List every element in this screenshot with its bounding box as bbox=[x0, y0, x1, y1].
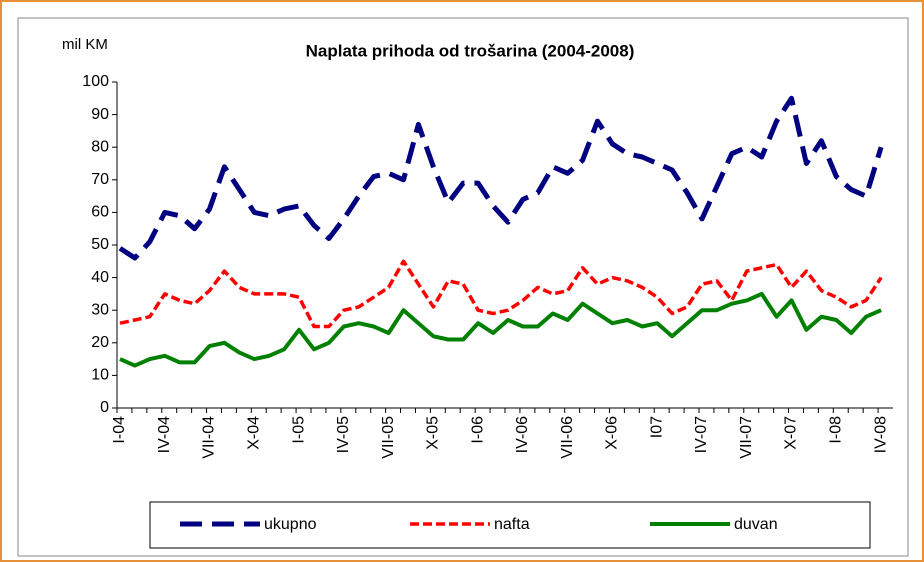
y-tick-label: 70 bbox=[91, 171, 109, 188]
legend-label: nafta bbox=[494, 516, 530, 533]
chart-title: Naplata prihoda od trošarina (2004-2008) bbox=[306, 41, 635, 60]
y-tick-label: 10 bbox=[91, 367, 109, 384]
legend-label: ukupno bbox=[264, 516, 317, 533]
x-tick-label: VII-07 bbox=[738, 416, 755, 459]
x-tick-label: VII-05 bbox=[380, 416, 397, 459]
series-line bbox=[118, 95, 884, 261]
y-tick-label: 20 bbox=[91, 334, 109, 351]
x-tick-label: X-05 bbox=[425, 416, 442, 450]
x-tick-label: I-05 bbox=[290, 416, 307, 444]
y-tick-label: 60 bbox=[91, 204, 109, 221]
y-tick-label: 40 bbox=[91, 269, 109, 286]
y-tick-label: 50 bbox=[91, 236, 109, 253]
x-tick-label: X-06 bbox=[604, 416, 621, 450]
y-tick-label: 30 bbox=[91, 301, 109, 318]
x-tick-label: IV-08 bbox=[872, 416, 889, 453]
x-tick-label: I-06 bbox=[469, 416, 486, 444]
x-tick-label: IV-07 bbox=[693, 416, 710, 453]
x-tick-label: I-08 bbox=[828, 416, 845, 444]
y-tick-label: 100 bbox=[82, 73, 109, 90]
series-line bbox=[119, 259, 883, 329]
x-tick-label: X-04 bbox=[246, 416, 263, 450]
x-tick-label: IV-05 bbox=[335, 416, 352, 453]
x-tick-label: IV-04 bbox=[156, 416, 173, 453]
y-tick-label: 90 bbox=[91, 106, 109, 123]
x-tick-label: I-04 bbox=[111, 416, 128, 444]
x-tick-label: VII-06 bbox=[559, 416, 576, 459]
y-tick-label: 80 bbox=[91, 138, 109, 155]
y-axis-label: mil KM bbox=[62, 36, 108, 53]
x-tick-label: VII-04 bbox=[201, 416, 218, 459]
x-tick-label: X-07 bbox=[783, 416, 800, 450]
legend-box bbox=[149, 501, 871, 549]
y-tick-label: 0 bbox=[100, 399, 109, 416]
series-line bbox=[119, 291, 882, 368]
x-tick-label: IV-06 bbox=[514, 416, 531, 453]
x-tick-label: I07 bbox=[648, 416, 665, 438]
legend-label: duvan bbox=[734, 516, 778, 533]
